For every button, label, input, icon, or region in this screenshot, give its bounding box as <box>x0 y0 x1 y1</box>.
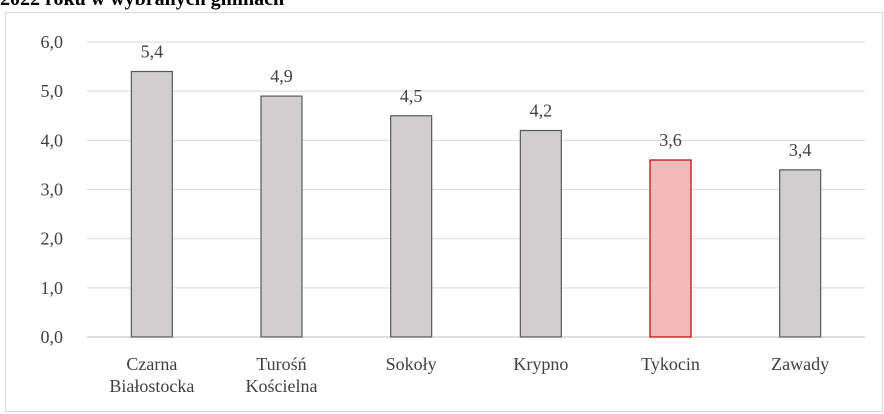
bar-3 <box>519 129 562 338</box>
bar-0 <box>130 70 173 338</box>
y-axis-ticks: 0,0 1,0 2,0 3,0 4,0 5,0 6,0 <box>41 32 64 347</box>
bar-4 <box>649 159 692 338</box>
data-labels: 5,4 4,9 4,5 4,2 3,6 3,4 <box>141 42 812 160</box>
category-label: Turośń <box>256 354 306 374</box>
bars <box>130 70 822 338</box>
data-label: 5,4 <box>141 42 164 62</box>
y-tick-label: 1,0 <box>41 278 64 298</box>
bar-1 <box>260 95 303 338</box>
data-label: 4,5 <box>400 86 423 106</box>
y-tick-label: 5,0 <box>41 81 64 101</box>
data-label: 4,9 <box>270 66 293 86</box>
category-label: Kościelna <box>246 376 318 396</box>
y-tick-label: 3,0 <box>41 180 64 200</box>
category-label: Białostocka <box>109 376 194 396</box>
data-label: 3,4 <box>789 140 812 160</box>
category-label: Krypno <box>513 354 568 374</box>
grid-lines <box>87 41 865 338</box>
data-label: 4,2 <box>530 101 553 121</box>
y-tick-label: 6,0 <box>41 32 64 52</box>
category-label: Zawady <box>771 354 829 374</box>
category-label: Tykocin <box>641 354 700 374</box>
y-tick-label: 4,0 <box>41 130 64 150</box>
page-title: 2022 roku w wybranych gminach <box>0 0 284 11</box>
y-tick-label: 0,0 <box>41 327 64 347</box>
bar-2 <box>390 115 433 338</box>
bar-5 <box>779 169 822 338</box>
y-tick-label: 2,0 <box>41 229 64 249</box>
category-label: Sokoły <box>386 354 437 374</box>
category-label: Czarna <box>126 354 177 374</box>
data-label: 3,6 <box>659 130 682 150</box>
